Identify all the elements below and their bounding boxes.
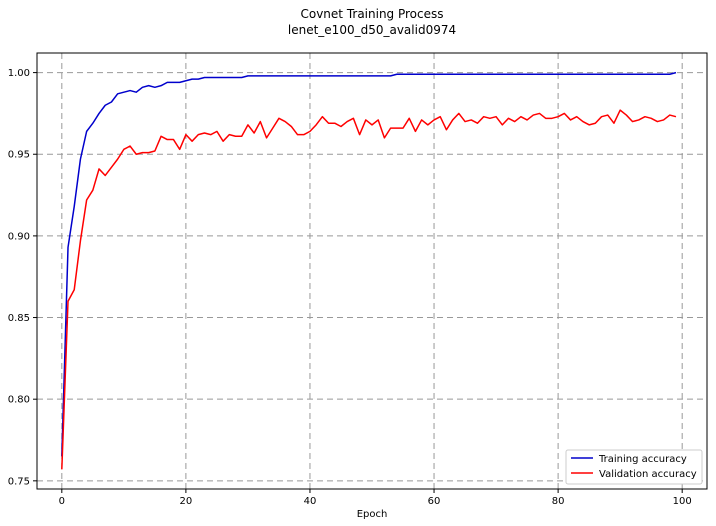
x-tick-label-4: 80	[552, 496, 565, 507]
plot-frame	[36, 52, 708, 490]
y-tick-label-5: 1.00	[8, 68, 30, 79]
x-tick-label-2: 40	[304, 496, 317, 507]
legend-box	[565, 449, 703, 485]
y-tick-label-1: 0.80	[8, 395, 30, 406]
series-layer	[61, 71, 677, 470]
y-tick-label-2: 0.85	[8, 313, 30, 324]
x-axis-label: Epoch	[357, 509, 388, 520]
legend-label-training: Training accuracy	[598, 454, 687, 465]
y-tick-label-3: 0.90	[8, 231, 30, 242]
x-tick-label-0: 0	[59, 496, 65, 507]
chart-title: Covnet Training Process	[300, 7, 443, 21]
legend: Training accuracy Validation accuracy	[565, 449, 703, 485]
x-tick-label-1: 20	[180, 496, 193, 507]
y-tick-label-0: 0.75	[8, 476, 30, 487]
legend-label-validation: Validation accuracy	[599, 469, 697, 480]
x-tick-label-3: 60	[428, 496, 441, 507]
grid	[37, 53, 707, 489]
chart-subtitle: lenet_e100_d50_avalid0974	[288, 23, 456, 37]
series-line-training	[61, 71, 677, 457]
x-tick-label-5: 100	[673, 496, 692, 507]
y-tick-label-4: 0.95	[8, 150, 30, 161]
series-line-validation	[61, 109, 677, 470]
axes: 0 20 40 60 80 100 0.75 0.80 0.85 0.90 0.95 1.00	[8, 52, 708, 507]
